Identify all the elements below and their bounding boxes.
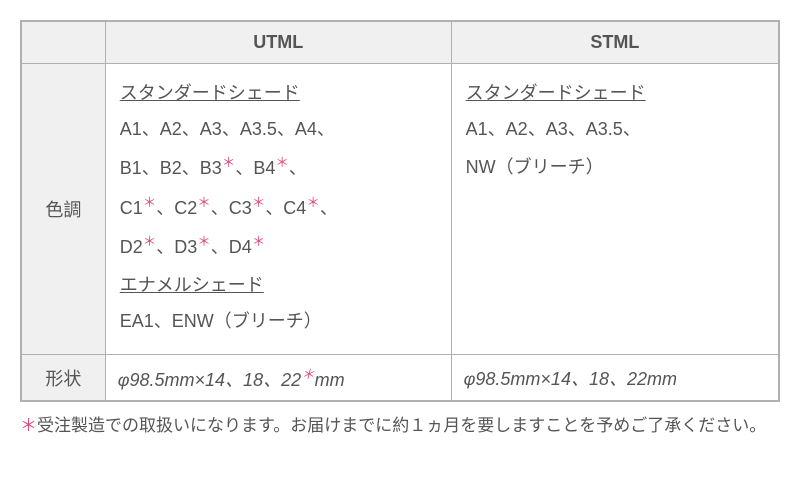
stml-standard-title: スタンダードシェード	[466, 76, 764, 110]
utml-standard-line3: C1＊、C2＊、C3＊、C4＊、	[120, 190, 437, 225]
row-shape: 形状 φ98.5mm×14、18、22＊mm φ98.5mm×14、18、22m…	[22, 355, 779, 401]
asterisk-icon: ＊	[306, 195, 320, 210]
utml-enamel-title: エナメルシェード	[120, 268, 437, 302]
table-header-row: UTML STML	[22, 22, 779, 64]
utml-standard-line2: B1、B2、B3＊、B4＊、	[120, 150, 437, 185]
asterisk-icon: ＊	[20, 416, 37, 435]
asterisk-icon: ＊	[301, 367, 315, 382]
utml-enamel-line: EA1、ENW（ブリーチ）	[120, 304, 437, 338]
cell-stml-shape: φ98.5mm×14、18、22mm	[451, 355, 778, 401]
asterisk-icon: ＊	[143, 234, 157, 249]
header-empty	[22, 22, 106, 64]
asterisk-icon: ＊	[197, 195, 211, 210]
asterisk-icon: ＊	[143, 195, 157, 210]
header-stml: STML	[451, 22, 778, 64]
rowlabel-shape: 形状	[22, 355, 106, 401]
footnote: ＊受注製造での取扱いになります。お届けまでに約１ヵ月を要しますことを予めご了承く…	[20, 412, 780, 439]
asterisk-icon: ＊	[252, 195, 266, 210]
stml-standard-line2: NW（ブリーチ）	[466, 150, 764, 184]
rowlabel-shade: 色調	[22, 64, 106, 355]
row-shade: 色調 スタンダードシェード A1、A2、A3、A3.5、A4、 B1、B2、B3…	[22, 64, 779, 355]
asterisk-icon: ＊	[222, 155, 236, 170]
utml-standard-line1: A1、A2、A3、A3.5、A4、	[120, 112, 437, 146]
product-table: UTML STML 色調 スタンダードシェード A1、A2、A3、A3.5、A4…	[21, 21, 779, 401]
footnote-text: 受注製造での取扱いになります。お届けまでに約１ヵ月を要しますことを予めご了承くだ…	[37, 416, 766, 435]
cell-utml-shape: φ98.5mm×14、18、22＊mm	[105, 355, 451, 401]
cell-stml-shade: スタンダードシェード A1、A2、A3、A3.5、 NW（ブリーチ）	[451, 64, 778, 355]
asterisk-icon: ＊	[275, 155, 289, 170]
header-utml: UTML	[105, 22, 451, 64]
utml-standard-line4: D2＊、D3＊、D4＊	[120, 229, 437, 264]
product-table-container: UTML STML 色調 スタンダードシェード A1、A2、A3、A3.5、A4…	[20, 20, 780, 402]
stml-standard-line1: A1、A2、A3、A3.5、	[466, 112, 764, 146]
utml-standard-title: スタンダードシェード	[120, 76, 437, 110]
asterisk-icon: ＊	[252, 234, 266, 249]
asterisk-icon: ＊	[197, 234, 211, 249]
cell-utml-shade: スタンダードシェード A1、A2、A3、A3.5、A4、 B1、B2、B3＊、B…	[105, 64, 451, 355]
